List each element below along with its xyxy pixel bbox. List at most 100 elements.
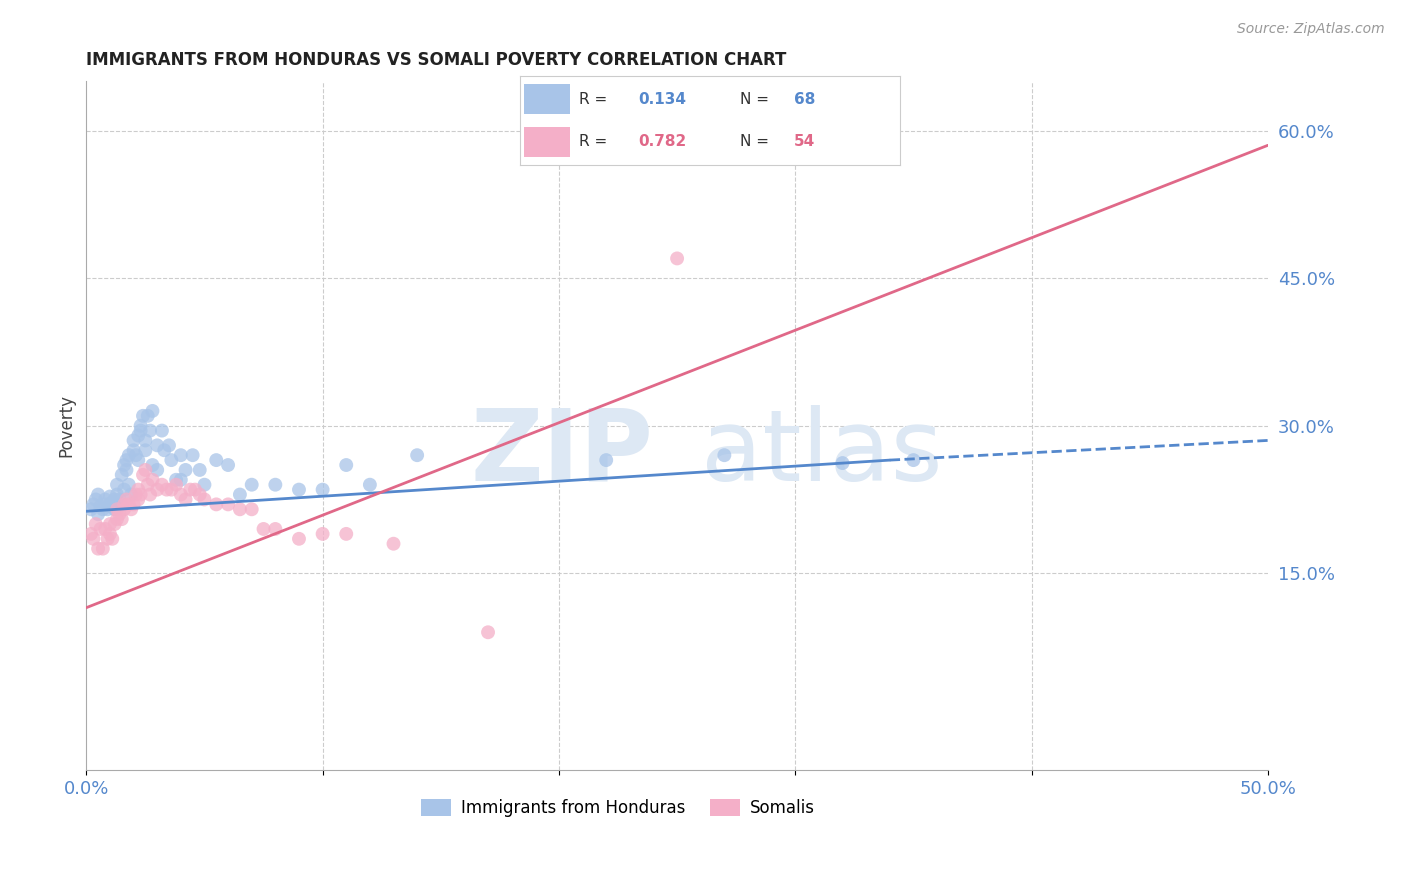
Point [141, 473, 163, 487]
Point [165, 477, 187, 491]
Point [87, 487, 110, 501]
Point [288, 483, 311, 497]
Point [136, 409, 159, 423]
Point [146, 438, 169, 452]
Point [101, 532, 124, 546]
Text: N =: N = [741, 92, 775, 106]
Point [141, 404, 163, 418]
Text: R =: R = [579, 135, 612, 149]
Point [217, 458, 239, 472]
Point [125, 448, 148, 462]
Point [205, 497, 228, 511]
Point [311, 527, 333, 541]
Point [264, 477, 287, 491]
Point [831, 456, 853, 470]
Point [150, 424, 173, 438]
Point [903, 453, 925, 467]
Point [127, 483, 149, 497]
Point [127, 453, 149, 467]
Point [115, 492, 138, 507]
Point [89, 522, 111, 536]
Point [160, 453, 183, 467]
Point [188, 463, 211, 477]
Point [87, 541, 110, 556]
Point [406, 448, 429, 462]
Point [146, 483, 169, 497]
Point [127, 492, 149, 507]
Point [129, 424, 152, 438]
Point [115, 463, 138, 477]
Point [139, 424, 162, 438]
Point [595, 453, 617, 467]
Point [139, 487, 162, 501]
Point [153, 443, 176, 458]
Point [179, 483, 201, 497]
Point [252, 522, 274, 536]
Point [134, 443, 156, 458]
Point [120, 487, 142, 501]
Point [84, 492, 107, 507]
Point [132, 467, 155, 482]
Point [713, 448, 735, 462]
Point [165, 473, 187, 487]
Point [174, 492, 197, 507]
Point [181, 448, 204, 462]
Point [97, 502, 120, 516]
Point [105, 477, 128, 491]
Text: 0.782: 0.782 [638, 135, 686, 149]
Text: N =: N = [741, 135, 775, 149]
Text: Source: ZipAtlas.com: Source: ZipAtlas.com [1237, 22, 1385, 37]
Point [193, 477, 215, 491]
Point [98, 527, 121, 541]
Point [217, 497, 239, 511]
Point [335, 458, 357, 472]
Point [98, 517, 121, 532]
Point [91, 502, 114, 516]
Point [104, 517, 127, 532]
Point [98, 500, 121, 514]
Point [141, 458, 163, 472]
Point [108, 492, 131, 507]
Point [157, 438, 180, 452]
Point [112, 497, 135, 511]
Point [87, 507, 110, 521]
Point [150, 477, 173, 491]
Text: ZIP: ZIP [471, 405, 654, 501]
FancyBboxPatch shape [524, 84, 569, 114]
Point [205, 453, 228, 467]
Point [170, 448, 193, 462]
Point [311, 483, 333, 497]
Point [101, 495, 124, 509]
Point [129, 418, 152, 433]
Point [118, 477, 141, 491]
Point [122, 443, 145, 458]
Point [112, 483, 135, 497]
Point [94, 492, 117, 507]
Point [82, 532, 104, 546]
Point [94, 497, 117, 511]
Point [105, 512, 128, 526]
Point [108, 507, 131, 521]
Point [94, 522, 117, 536]
Point [104, 492, 127, 507]
Point [80, 527, 103, 541]
FancyBboxPatch shape [524, 127, 569, 157]
Point [127, 428, 149, 442]
Point [170, 473, 193, 487]
Point [477, 625, 499, 640]
Point [184, 483, 207, 497]
Point [193, 492, 215, 507]
Point [382, 537, 405, 551]
Point [91, 541, 114, 556]
Point [136, 477, 159, 491]
Point [112, 458, 135, 472]
Point [229, 487, 252, 501]
Point [97, 532, 120, 546]
Legend: Immigrants from Honduras, Somalis: Immigrants from Honduras, Somalis [415, 792, 823, 823]
Point [122, 434, 145, 448]
Point [111, 467, 134, 482]
Point [89, 500, 111, 514]
Point [134, 463, 156, 477]
Point [80, 502, 103, 516]
Point [112, 502, 135, 516]
